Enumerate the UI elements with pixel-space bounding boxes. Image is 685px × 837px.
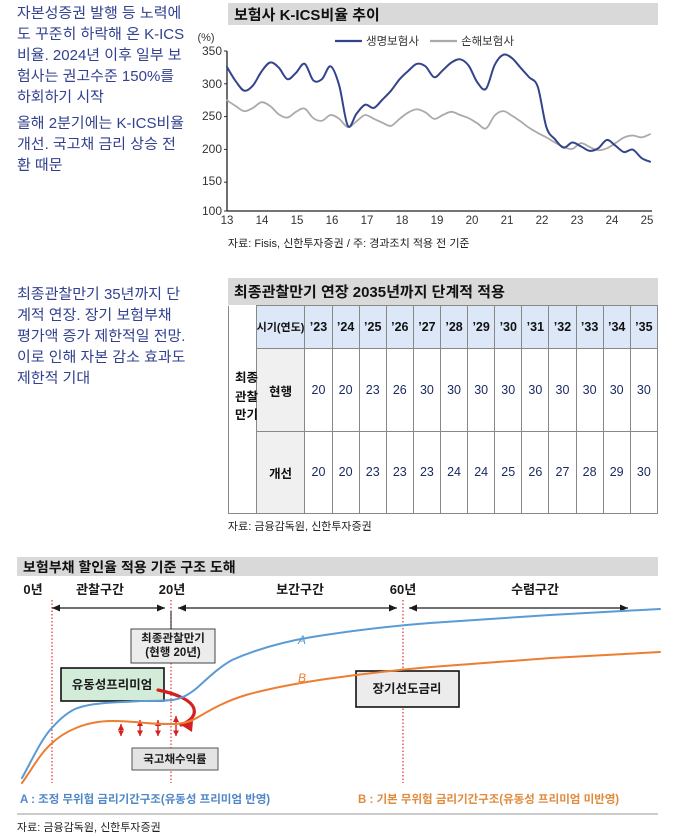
svg-text:장기선도금리: 장기선도금리 (372, 682, 441, 696)
svg-text:0년: 0년 (23, 582, 42, 597)
svg-text:유동성프리미엄: 유동성프리미엄 (72, 678, 153, 692)
svg-text:국고채수익률: 국고채수익률 (143, 753, 206, 766)
svg-text:B: B (298, 671, 306, 685)
svg-text:A: A (297, 633, 306, 647)
svg-text:(현행 20년): (현행 20년) (145, 645, 201, 659)
svg-text:60년: 60년 (390, 582, 416, 597)
svg-text:수렴구간: 수렴구간 (511, 582, 559, 597)
svg-text:관찰구간: 관찰구간 (76, 582, 124, 597)
svg-text:최종관찰만기: 최종관찰만기 (141, 632, 204, 645)
svg-text:보간구간: 보간구간 (276, 582, 324, 597)
svg-text:B : 기본 무위험 금리기간구조(유동성 프리미엄 미반영: B : 기본 무위험 금리기간구조(유동성 프리미엄 미반영) (358, 792, 619, 806)
svg-text:20년: 20년 (159, 582, 185, 597)
svg-text:A : 조정 무위험 금리기간구조(유동성 프리미엄 반영): A : 조정 무위험 금리기간구조(유동성 프리미엄 반영) (20, 792, 270, 806)
